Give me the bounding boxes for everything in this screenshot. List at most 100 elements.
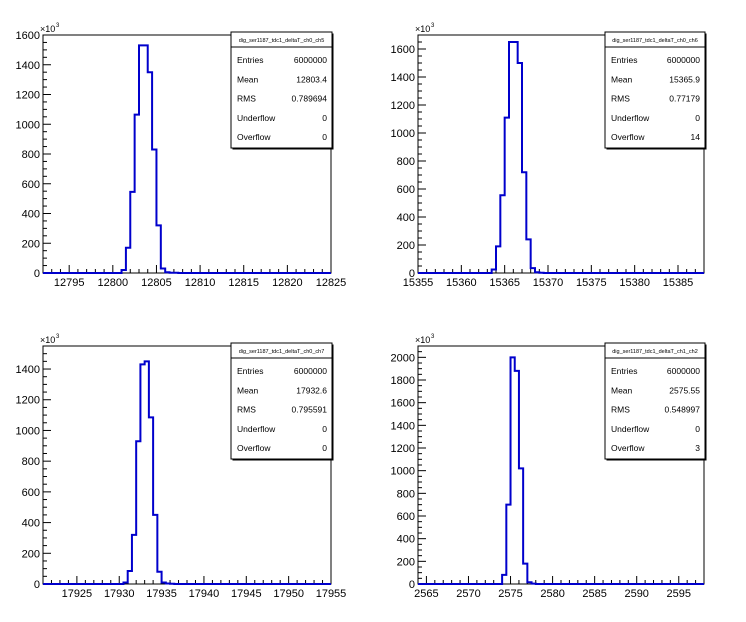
histogram-line — [418, 41, 704, 274]
x-tick-label: 2595 — [667, 588, 691, 600]
y-tick-label: 1600 — [391, 44, 415, 56]
stats-box-frame — [230, 342, 333, 460]
stats-rms-label: RMS — [611, 94, 630, 104]
stats-entries-value: 6000000 — [294, 55, 327, 65]
stats-underflow-value: 0 — [695, 424, 700, 434]
stats-title: dig_ser1187_tdc1_deltaT_ch0_ch7 — [239, 349, 325, 355]
y-tick-label: 1000 — [391, 128, 415, 140]
y-multiplier-label: ×10 — [415, 335, 430, 345]
stats-rms-label: RMS — [237, 405, 256, 415]
stats-overflow-label: Overflow — [611, 132, 645, 142]
stats-mean-label: Mean — [237, 385, 259, 395]
y-tick-label: 800 — [397, 488, 415, 500]
y-tick-label: 400 — [22, 518, 40, 530]
y-tick-label: 0 — [34, 579, 40, 591]
stats-rms-label: RMS — [237, 94, 256, 104]
y-tick-label: 200 — [22, 548, 40, 560]
x-tick-label: 17940 — [189, 588, 220, 600]
stats-overflow-value: 0 — [322, 132, 327, 142]
y-tick-label: 1400 — [391, 72, 415, 84]
x-tick-label: 12815 — [228, 277, 259, 289]
histogram-line — [43, 44, 331, 274]
stats-entries-value: 6000000 — [667, 55, 700, 65]
stats-box: dig_ser1187_tdc1_deltaT_ch0_ch6 Entries 60… — [604, 31, 707, 150]
x-tick-label: 12805 — [141, 277, 172, 289]
y-tick-label: 600 — [22, 179, 40, 191]
y-tick-label: 600 — [22, 487, 40, 499]
y-tick-label: 0 — [34, 268, 40, 280]
y-tick-label: 800 — [22, 456, 40, 468]
x-tick-label: 2565 — [414, 588, 438, 600]
y-tick-label: 1200 — [16, 90, 40, 102]
histogram-panel-4: 2565 2570 2575 2580 2585 2590 2595 0 200 400 600 80… — [391, 334, 707, 600]
stats-title: dig_ser1187_tdc1_deltaT_ch0_ch5 — [239, 38, 325, 44]
y-tick-label: 1600 — [16, 30, 40, 42]
y-tick-label: 800 — [397, 156, 415, 168]
stats-overflow-label: Overflow — [237, 443, 271, 453]
y-multiplier-label: ×10 — [40, 335, 55, 345]
x-tick-label: 17950 — [273, 588, 304, 600]
stats-box: dig_ser1187_tdc1_deltaT_ch0_ch5 Entries 60… — [230, 31, 334, 150]
x-tick-label: 2570 — [456, 588, 480, 600]
stats-rms-value: 0.77179 — [669, 94, 700, 104]
histogram-panel-3: 17925 17930 17935 17940 17945 17950 17955 0 200 4… — [16, 334, 347, 600]
stats-underflow-value: 0 — [322, 113, 327, 123]
y-tick-label: 1200 — [16, 395, 40, 407]
y-tick-label: 0 — [409, 268, 415, 280]
x-tick-label: 15365 — [489, 277, 520, 289]
y-multiplier-exponent: 3 — [56, 334, 60, 340]
stats-mean-value: 17932.6 — [296, 385, 327, 395]
x-tick-label: 12810 — [185, 277, 216, 289]
histogram-line — [418, 356, 704, 585]
stats-overflow-value: 0 — [322, 443, 327, 453]
stats-rms-value: 0.789694 — [292, 94, 328, 104]
x-tick-label: 17945 — [231, 588, 262, 600]
histogram-line — [43, 360, 331, 585]
y-tick-label: 1000 — [16, 119, 40, 131]
x-tick-label: 17925 — [62, 588, 93, 600]
stats-entries-label: Entries — [611, 366, 637, 376]
y-tick-label: 600 — [397, 511, 415, 523]
x-tick-label: 15385 — [663, 277, 694, 289]
stats-box-frame — [604, 31, 706, 149]
y-tick-label: 1600 — [391, 398, 415, 410]
x-tick-label: 2590 — [624, 588, 648, 600]
stats-underflow-label: Underflow — [611, 113, 650, 123]
x-tick-label: 15380 — [619, 277, 650, 289]
stats-entries-label: Entries — [237, 55, 263, 65]
y-tick-label: 200 — [397, 556, 415, 568]
y-tick-label: 1400 — [16, 60, 40, 72]
x-tick-label: 17935 — [146, 588, 177, 600]
y-tick-label: 1400 — [391, 420, 415, 432]
stats-title: dig_ser1187_tdc1_deltaT_ch0_ch6 — [612, 38, 698, 44]
stats-overflow-label: Overflow — [237, 132, 271, 142]
x-tick-label: 15360 — [446, 277, 477, 289]
stats-mean-value: 2575.55 — [669, 385, 700, 395]
y-tick-label: 200 — [22, 238, 40, 250]
stats-underflow-label: Underflow — [237, 113, 276, 123]
x-tick-label: 12795 — [54, 277, 85, 289]
x-tick-label: 15355 — [403, 277, 434, 289]
stats-underflow-label: Underflow — [611, 424, 650, 434]
x-tick-label: 12800 — [98, 277, 129, 289]
stats-box: dig_ser1187_tdc1_deltaT_ch0_ch7 Entries 60… — [230, 342, 334, 461]
stats-rms-value: 0.795591 — [292, 405, 328, 415]
y-multiplier-label: ×10 — [40, 24, 55, 34]
x-tick-label: 17930 — [104, 588, 135, 600]
x-tick-label: 2580 — [540, 588, 564, 600]
y-tick-label: 1200 — [391, 100, 415, 112]
histogram-panel-1: 12795 12800 12805 12810 12815 12820 12825 0 200 4… — [16, 23, 347, 289]
y-tick-label: 0 — [409, 579, 415, 591]
x-tick-label: 2575 — [498, 588, 522, 600]
stats-entries-label: Entries — [611, 55, 637, 65]
histogram-panel-2: 15355 15360 15365 15370 15375 15380 15385 0 200 4… — [391, 23, 707, 289]
y-multiplier-label: ×10 — [415, 24, 430, 34]
x-tick-label: 12820 — [272, 277, 303, 289]
y-tick-label: 600 — [397, 184, 415, 196]
stats-underflow-value: 0 — [695, 113, 700, 123]
y-tick-label: 1800 — [391, 375, 415, 387]
y-multiplier-exponent: 3 — [431, 334, 435, 340]
stats-box-frame — [604, 342, 706, 460]
y-tick-label: 400 — [397, 212, 415, 224]
